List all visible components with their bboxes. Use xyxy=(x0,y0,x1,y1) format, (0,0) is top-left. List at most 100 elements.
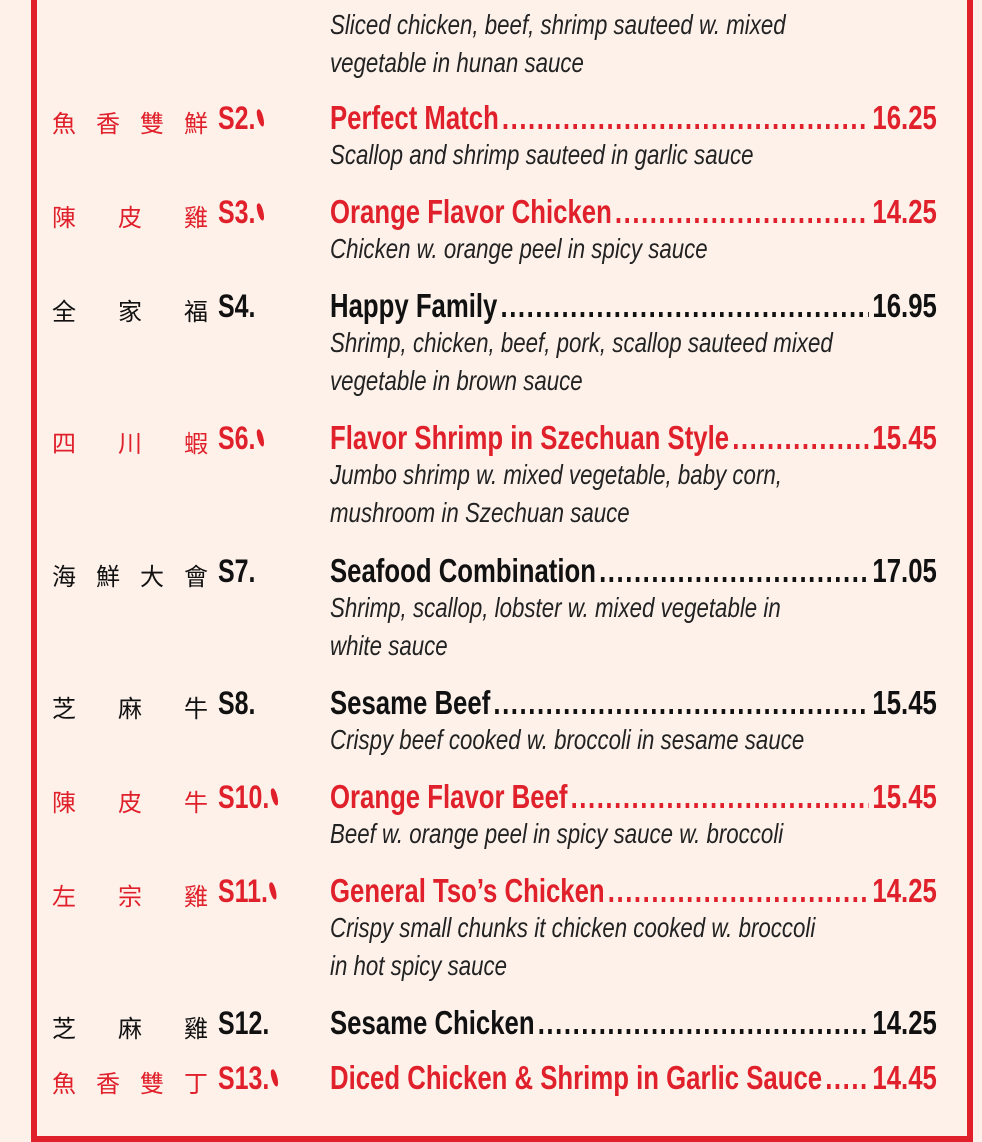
item-price: 16.95 xyxy=(872,287,937,324)
item-code-text: S10. xyxy=(218,779,270,815)
chinese-name: 陳皮牛 xyxy=(52,783,208,818)
item-description: Chicken w. orange peel in spicy sauce xyxy=(330,233,708,264)
dot-leader xyxy=(732,420,869,456)
item-name: Sesame Beef xyxy=(330,684,491,721)
chinese-char: 鮮 xyxy=(184,110,208,138)
item-price: 16.25 xyxy=(872,99,937,136)
item-code-text: S3. xyxy=(218,194,256,230)
chinese-char: 蝦 xyxy=(184,430,208,458)
chinese-char: 大 xyxy=(140,563,164,591)
chinese-name: 魚香雙丁 xyxy=(52,1064,208,1099)
item-code: S3. xyxy=(218,194,266,231)
item-price: 17.05 xyxy=(872,552,937,589)
chinese-char: 芝 xyxy=(52,1015,76,1043)
chinese-char: 丁 xyxy=(184,1070,208,1098)
dot-leader xyxy=(502,100,869,136)
item-code-text: S11. xyxy=(218,873,268,909)
item-description: mushroom in Szechuan sauce xyxy=(330,497,630,528)
chinese-char: 麻 xyxy=(118,1015,142,1043)
item-description: Jumbo shrimp w. mixed vegetable, baby co… xyxy=(330,459,782,490)
item-name: Flavor Shrimp in Szechuan Style xyxy=(330,419,730,456)
chinese-char: 雞 xyxy=(184,883,208,911)
chinese-char: 雙 xyxy=(140,1070,164,1098)
chinese-char: 香 xyxy=(96,110,120,138)
item-description: Scallop and shrimp sauteed in garlic sau… xyxy=(330,139,754,170)
item-description: Crispy beef cooked w. broccoli in sesame… xyxy=(330,724,805,755)
item-code: S11. xyxy=(218,873,279,910)
item-price: 14.45 xyxy=(872,1059,937,1096)
chinese-char: 福 xyxy=(184,298,208,326)
item-code: S2. xyxy=(218,100,266,137)
chinese-char: 會 xyxy=(184,563,208,591)
item-price: 14.25 xyxy=(872,1004,937,1041)
chinese-name: 四川蝦 xyxy=(52,424,208,459)
item-name: Sesame Chicken xyxy=(330,1004,535,1041)
item-description: vegetable in hunan sauce xyxy=(330,47,584,78)
chinese-char: 皮 xyxy=(118,204,142,232)
item-code-text: S7. xyxy=(218,553,256,589)
item-code-text: S8. xyxy=(218,685,256,721)
item-description: Shrimp, chicken, beef, pork, scallop sau… xyxy=(330,327,833,358)
item-description: vegetable in brown sauce xyxy=(330,365,583,396)
chinese-name: 陳皮雞 xyxy=(52,198,208,233)
item-code-text: S4. xyxy=(218,288,256,324)
item-code: S12. xyxy=(218,1005,269,1042)
item-description: in hot spicy sauce xyxy=(330,950,508,981)
chinese-char: 雙 xyxy=(140,110,164,138)
item-name: General Tso’s Chicken xyxy=(330,872,605,909)
chinese-char: 陳 xyxy=(52,204,76,232)
chinese-char: 海 xyxy=(52,563,76,591)
item-code-text: S6. xyxy=(218,420,256,456)
chinese-name: 魚香雙鮮 xyxy=(52,104,208,139)
chinese-char: 麻 xyxy=(118,695,142,723)
item-description: white sauce xyxy=(330,630,448,661)
item-code: S8. xyxy=(218,685,255,722)
chinese-char: 魚 xyxy=(52,110,76,138)
chinese-name: 芝麻雞 xyxy=(52,1009,208,1044)
chinese-char: 牛 xyxy=(184,789,208,817)
chinese-name: 海鮮大會 xyxy=(52,557,208,592)
item-price: 14.25 xyxy=(872,193,937,230)
dot-leader xyxy=(825,1060,869,1096)
chinese-char: 鮮 xyxy=(96,563,120,591)
dot-leader xyxy=(538,1005,870,1041)
item-price: 15.45 xyxy=(872,684,937,721)
chinese-char: 皮 xyxy=(118,789,142,817)
chinese-char: 四 xyxy=(52,430,76,458)
item-name: Diced Chicken & Shrimp in Garlic Sauce xyxy=(330,1059,823,1096)
chinese-char: 香 xyxy=(96,1070,120,1098)
chinese-name: 芝麻牛 xyxy=(52,689,208,724)
item-name: Orange Flavor Beef xyxy=(330,778,568,815)
chinese-char: 全 xyxy=(52,298,76,326)
dot-leader xyxy=(615,194,869,230)
chinese-char: 陳 xyxy=(52,789,76,817)
chinese-char: 家 xyxy=(118,298,142,326)
dot-leader xyxy=(599,553,869,589)
item-name: Perfect Match xyxy=(330,99,499,136)
chinese-char: 魚 xyxy=(52,1070,76,1098)
item-name: Happy Family xyxy=(330,287,498,324)
item-name: Seafood Combination xyxy=(330,552,596,589)
item-name: Orange Flavor Chicken xyxy=(330,193,612,230)
item-code-text: S13. xyxy=(218,1060,270,1096)
chinese-char: 川 xyxy=(118,430,142,458)
item-description: Beef w. orange peel in spicy sauce w. br… xyxy=(330,818,784,849)
item-price: 15.45 xyxy=(872,778,937,815)
dot-leader xyxy=(500,288,869,324)
item-price: 15.45 xyxy=(872,419,937,456)
item-code: S10. xyxy=(218,779,280,816)
item-code: S13. xyxy=(218,1060,280,1097)
dot-leader xyxy=(493,685,869,721)
item-description: Sliced chicken, beef, shrimp sauteed w. … xyxy=(330,9,786,40)
item-description: Crispy small chunks it chicken cooked w.… xyxy=(330,912,816,943)
dot-leader xyxy=(608,873,870,909)
chinese-char: 雞 xyxy=(184,1015,208,1043)
item-code-text: S12. xyxy=(218,1005,270,1041)
dot-leader xyxy=(571,779,870,815)
chinese-char: 左 xyxy=(52,883,76,911)
item-code-text: S2. xyxy=(218,100,256,136)
chinese-name: 全家福 xyxy=(52,292,208,327)
item-code: S4. xyxy=(218,288,255,325)
chinese-char: 宗 xyxy=(118,883,142,911)
item-description: Shrimp, scallop, lobster w. mixed vegeta… xyxy=(330,592,781,623)
